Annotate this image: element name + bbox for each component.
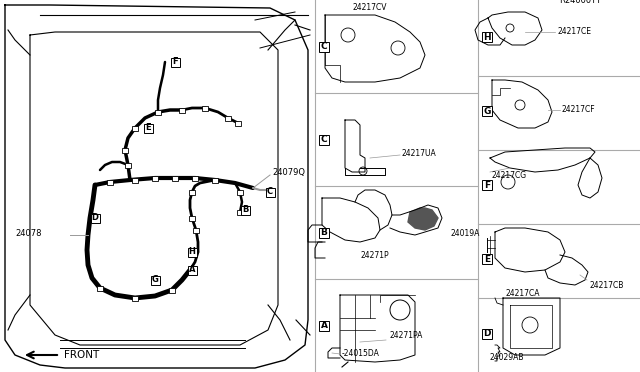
Bar (189, 215, 195, 221)
Bar (97, 285, 103, 291)
Text: C: C (267, 187, 273, 196)
Bar (125, 163, 131, 167)
Text: B: B (242, 205, 248, 215)
Bar (482, 329, 492, 339)
Text: G: G (152, 276, 159, 285)
Bar (266, 187, 275, 196)
Text: 24217CV: 24217CV (353, 3, 387, 13)
Bar (152, 176, 158, 180)
Text: H: H (189, 247, 195, 257)
Text: FRONT: FRONT (64, 350, 99, 360)
Bar (107, 180, 113, 185)
Bar (482, 180, 492, 190)
Text: A: A (321, 321, 328, 330)
Bar (188, 247, 196, 257)
Text: 24217CF: 24217CF (562, 106, 596, 115)
Bar (319, 42, 329, 51)
Bar (192, 176, 198, 180)
Bar (150, 276, 159, 285)
Text: E: E (145, 124, 151, 132)
Text: 24079Q: 24079Q (272, 167, 305, 176)
Bar (189, 189, 195, 195)
Bar (132, 177, 138, 183)
Text: C: C (321, 135, 327, 144)
Text: F: F (484, 180, 490, 189)
Text: H: H (483, 32, 491, 42)
Bar (241, 205, 250, 215)
Text: R24000TY: R24000TY (559, 0, 601, 5)
Text: 24217UA: 24217UA (402, 150, 436, 158)
Text: 24019A: 24019A (451, 230, 480, 238)
Text: 24217CG: 24217CG (492, 170, 527, 180)
Bar (482, 32, 492, 42)
Text: 24217CB: 24217CB (590, 280, 625, 289)
Bar (237, 209, 243, 215)
Text: G: G (483, 106, 491, 115)
Text: C: C (321, 42, 327, 51)
Text: D: D (92, 214, 99, 222)
Bar (90, 214, 99, 222)
Polygon shape (408, 208, 438, 230)
Text: 24029AB: 24029AB (490, 353, 525, 362)
Bar (122, 148, 128, 153)
Bar (172, 176, 178, 180)
Bar (482, 106, 492, 116)
Text: 24078: 24078 (15, 228, 42, 237)
Text: 24217CE: 24217CE (557, 28, 591, 36)
Bar (319, 228, 329, 237)
Text: A: A (189, 266, 195, 275)
Bar (169, 288, 175, 292)
Bar (143, 124, 152, 132)
Text: -24015DA: -24015DA (342, 349, 380, 357)
Bar (225, 115, 231, 121)
Text: B: B (321, 228, 328, 237)
Bar (235, 121, 241, 125)
Text: 24271P: 24271P (361, 250, 389, 260)
Bar (319, 321, 329, 330)
Text: F: F (172, 58, 178, 67)
Bar (132, 125, 138, 131)
Bar (132, 295, 138, 301)
Bar (482, 254, 492, 264)
Text: E: E (484, 254, 490, 263)
Bar (170, 58, 179, 67)
Bar (319, 135, 329, 144)
Text: D: D (483, 330, 491, 339)
Bar (179, 108, 185, 112)
Bar (188, 266, 196, 275)
Bar (155, 109, 161, 115)
Bar (193, 228, 199, 232)
Bar (202, 106, 208, 110)
Text: 24217CA: 24217CA (505, 289, 540, 298)
Bar (237, 189, 243, 195)
Bar (212, 177, 218, 183)
Text: 24271PA: 24271PA (390, 331, 424, 340)
